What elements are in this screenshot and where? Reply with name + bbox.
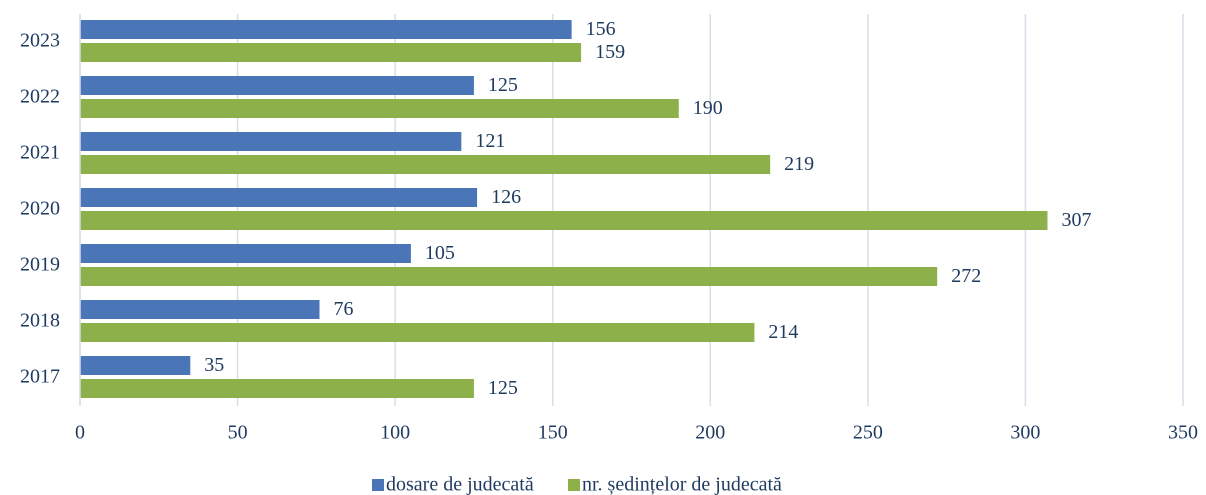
legend-swatch	[372, 479, 384, 491]
x-tick-label: 350	[1168, 422, 1198, 444]
y-tick-label: 2021	[20, 142, 60, 164]
data-label: 307	[1061, 209, 1091, 231]
bar	[80, 99, 679, 118]
legend-label: dosare de judecată	[386, 474, 534, 495]
bar	[80, 379, 474, 398]
bar	[80, 267, 938, 286]
data-label: 125	[488, 74, 518, 96]
data-label: 76	[334, 298, 354, 320]
y-tick-label: 2023	[20, 30, 60, 52]
legend-swatch	[568, 479, 580, 491]
bar	[80, 76, 474, 95]
data-label: 125	[488, 377, 518, 399]
data-label: 272	[951, 265, 981, 287]
y-tick-label: 2018	[20, 310, 60, 332]
x-tick-label: 200	[695, 422, 725, 444]
bar	[80, 20, 572, 39]
x-tick-label: 300	[1010, 422, 1040, 444]
bar	[80, 244, 411, 263]
x-tick-label: 150	[538, 422, 568, 444]
y-tick-label: 2019	[20, 254, 60, 276]
data-label: 35	[204, 354, 224, 376]
data-label: 214	[768, 321, 798, 343]
legend-label: nr. ședințelor de judecată	[582, 474, 782, 495]
y-tick-label: 2017	[20, 366, 60, 388]
data-label: 156	[586, 18, 616, 40]
x-tick-label: 0	[75, 422, 85, 444]
bar	[80, 323, 755, 342]
data-label: 105	[425, 242, 455, 264]
x-tick-label: 100	[380, 422, 410, 444]
x-tick-label: 250	[853, 422, 883, 444]
bar	[80, 211, 1048, 230]
y-tick-label: 2022	[20, 86, 60, 108]
y-tick-label: 2020	[20, 198, 60, 220]
data-label: 190	[693, 97, 723, 119]
bar	[80, 43, 582, 62]
x-tick-label: 50	[228, 422, 248, 444]
bar	[80, 188, 478, 207]
data-label: 121	[475, 130, 505, 152]
data-label: 159	[595, 41, 625, 63]
bar	[80, 155, 771, 174]
data-label: 126	[491, 186, 521, 208]
bar	[80, 300, 320, 319]
data-label: 219	[784, 153, 814, 175]
bar	[80, 356, 191, 375]
bar	[80, 132, 462, 151]
